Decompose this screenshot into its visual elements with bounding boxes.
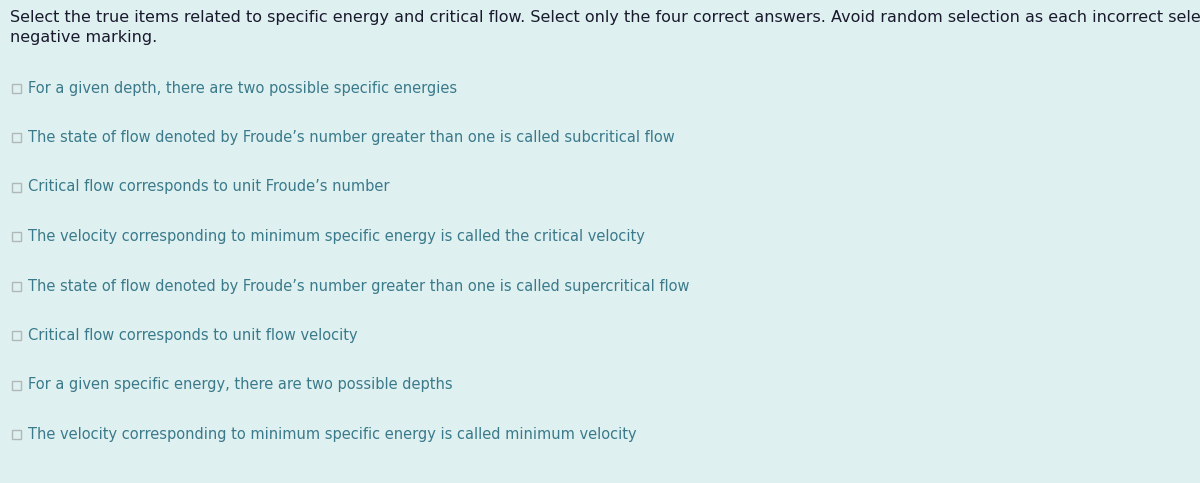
Bar [12,84,22,93]
Text: Select the true items related to specific energy and critical flow. Select only : Select the true items related to specifi… [10,10,1200,25]
Text: Critical flow corresponds to unit flow velocity: Critical flow corresponds to unit flow v… [28,328,358,343]
Text: For a given depth, there are two possible specific energies: For a given depth, there are two possibl… [28,81,457,96]
Bar [12,331,22,340]
Bar [12,381,22,389]
Text: The velocity corresponding to minimum specific energy is called minimum velocity: The velocity corresponding to minimum sp… [28,427,637,442]
Text: For a given specific energy, there are two possible depths: For a given specific energy, there are t… [28,378,452,393]
Text: The velocity corresponding to minimum specific energy is called the critical vel: The velocity corresponding to minimum sp… [28,229,644,244]
Bar [12,430,22,439]
Text: The state of flow denoted by Froude’s number greater than one is called subcriti: The state of flow denoted by Froude’s nu… [28,130,674,145]
Bar [12,133,22,142]
Bar [12,183,22,191]
Bar [12,232,22,241]
Bar [12,282,22,290]
Text: negative marking.: negative marking. [10,30,157,45]
Text: The state of flow denoted by Froude’s number greater than one is called supercri: The state of flow denoted by Froude’s nu… [28,279,690,294]
Text: Critical flow corresponds to unit Froude’s number: Critical flow corresponds to unit Froude… [28,180,390,195]
